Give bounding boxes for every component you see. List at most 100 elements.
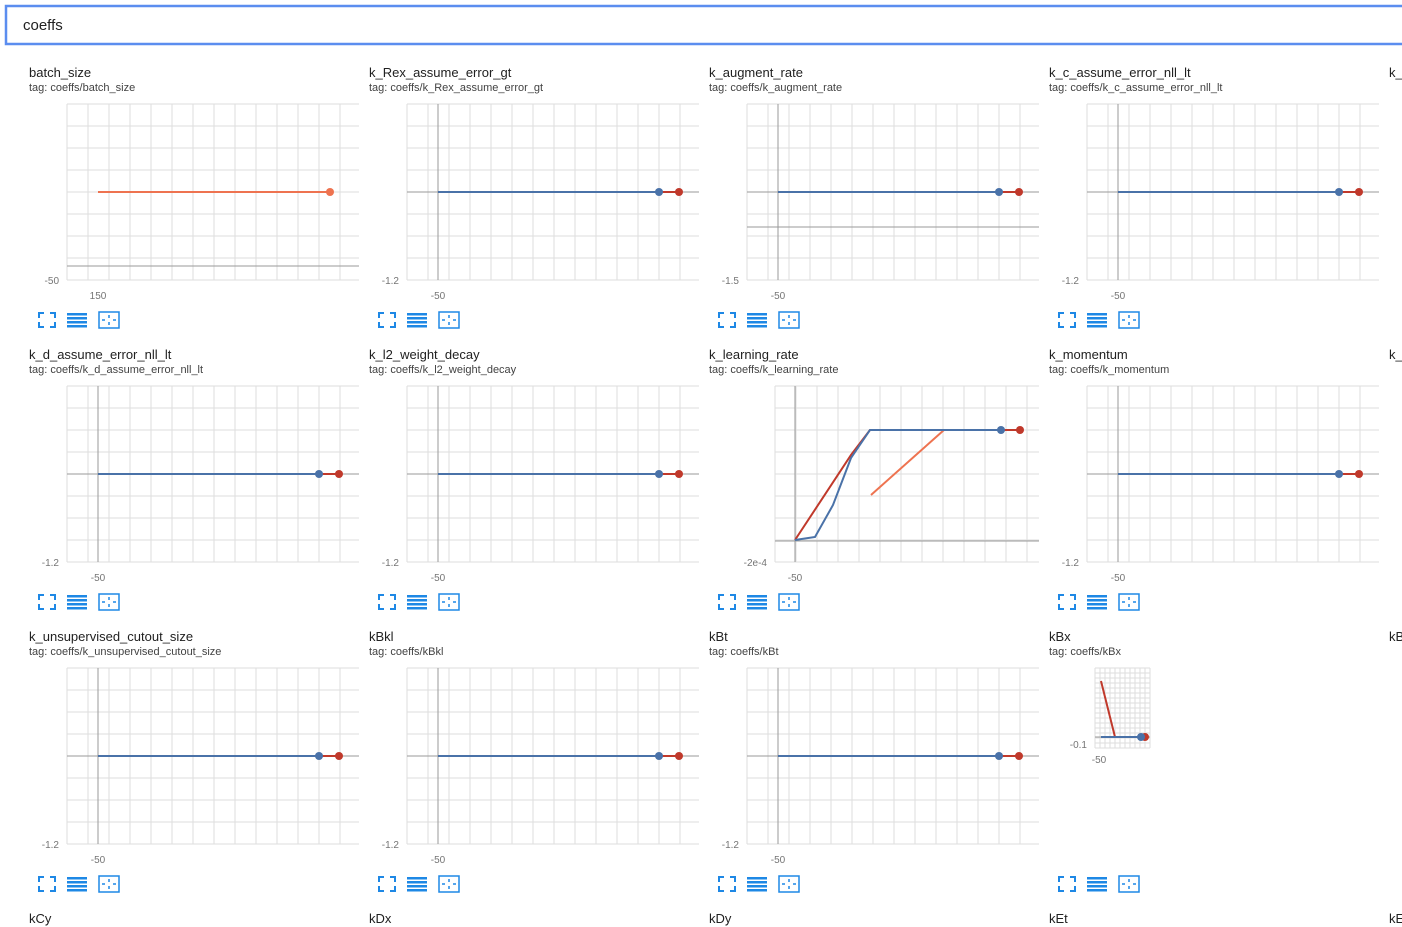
- icon: [747, 313, 767, 316]
- icon: [98, 311, 120, 329]
- fit-domain-button[interactable]: [98, 875, 120, 893]
- fit-domain-button[interactable]: [98, 311, 120, 329]
- search-box[interactable]: [4, 4, 1402, 46]
- card-tag: tag: coeffs/k_d_assume_error_nll_lt: [29, 364, 203, 376]
- x-tick-label: -50: [431, 573, 446, 584]
- series-line-dot: [315, 470, 323, 478]
- icon: [747, 877, 767, 880]
- icon: [778, 311, 800, 329]
- icon: [1087, 317, 1107, 320]
- y-tick-label: -1.2: [1062, 558, 1080, 569]
- fullscreen-button[interactable]: [1058, 312, 1076, 328]
- x-tick-label: -50: [1092, 755, 1107, 766]
- data-table-button[interactable]: [1087, 595, 1107, 610]
- fit-domain-button[interactable]: [438, 311, 460, 329]
- y-tick-label: -1.2: [42, 558, 60, 569]
- x-tick-label: -50: [1111, 291, 1126, 302]
- fit-domain-button[interactable]: [438, 875, 460, 893]
- card-title: k_l2_weight_decay: [369, 347, 480, 362]
- data-table-button[interactable]: [407, 877, 427, 892]
- x-tick-label: -50: [431, 855, 446, 866]
- icon: [442, 879, 456, 889]
- x-tick-label: 150: [90, 291, 107, 302]
- data-table-button[interactable]: [747, 877, 767, 892]
- fit-domain-button[interactable]: [1118, 593, 1140, 611]
- y-tick-label: -1.2: [382, 276, 400, 287]
- fit-domain-button[interactable]: [778, 593, 800, 611]
- fullscreen-button[interactable]: [718, 876, 736, 892]
- data-table-button[interactable]: [747, 313, 767, 328]
- search-query[interactable]: coeffs: [23, 17, 63, 34]
- x-tick-label: -50: [91, 855, 106, 866]
- fullscreen-button[interactable]: [38, 876, 56, 892]
- data-table-button[interactable]: [1087, 877, 1107, 892]
- data-table-button[interactable]: [407, 595, 427, 610]
- icon: [67, 889, 87, 892]
- series-line-dot: [326, 188, 334, 196]
- icon: [67, 885, 87, 888]
- icon: [438, 875, 460, 893]
- icon: [1087, 325, 1107, 328]
- fit-domain-button[interactable]: [438, 593, 460, 611]
- icon: [407, 313, 427, 316]
- fullscreen-button[interactable]: [378, 594, 396, 610]
- series-line-dot: [1355, 470, 1363, 478]
- data-table-button[interactable]: [1087, 313, 1107, 328]
- fullscreen-button[interactable]: [718, 594, 736, 610]
- icon: [378, 594, 396, 610]
- icon: [1087, 603, 1107, 606]
- card-tag: tag: coeffs/kBt: [709, 646, 779, 658]
- icon: [1087, 881, 1107, 884]
- y-tick-label: -50: [45, 276, 60, 287]
- y-tick-label: -1.5: [722, 276, 740, 287]
- fit-domain-button[interactable]: [1118, 311, 1140, 329]
- icon: [1058, 876, 1076, 892]
- series-line: [794, 429, 1001, 541]
- fullscreen-button[interactable]: [38, 312, 56, 328]
- data-table-button[interactable]: [407, 313, 427, 328]
- series-line-dot: [655, 470, 663, 478]
- icon: [1087, 599, 1107, 602]
- fullscreen-button[interactable]: [718, 312, 736, 328]
- icon: [407, 317, 427, 320]
- fullscreen-button[interactable]: [378, 876, 396, 892]
- card-title: k_learning_rate: [709, 347, 799, 362]
- series-line: [1100, 680, 1145, 738]
- card-tag: tag: coeffs/k_learning_rate: [709, 364, 838, 376]
- card-tag: tag: coeffs/k_augment_rate: [709, 82, 842, 94]
- card-title: kDy: [709, 911, 732, 926]
- fullscreen-button[interactable]: [378, 312, 396, 328]
- icon: [407, 595, 427, 598]
- icon: [747, 607, 767, 610]
- icon: [407, 599, 427, 602]
- card-tag: tag: coeffs/k_c_assume_error_nll_lt: [1049, 82, 1222, 94]
- icon: [407, 603, 427, 606]
- card-title: kEt: [1049, 911, 1068, 926]
- data-table-button[interactable]: [67, 877, 87, 892]
- icon: [442, 597, 456, 607]
- series-line-dot: [655, 752, 663, 760]
- icon: [778, 875, 800, 893]
- icon: [98, 875, 120, 893]
- icon: [102, 315, 116, 325]
- icon: [67, 325, 87, 328]
- card-title: k_Rex_assume_error_gt: [369, 65, 512, 80]
- fit-domain-button[interactable]: [98, 593, 120, 611]
- icon: [1058, 594, 1076, 610]
- fit-domain-button[interactable]: [778, 311, 800, 329]
- icon: [378, 876, 396, 892]
- x-tick-label: -50: [1111, 573, 1126, 584]
- fullscreen-button[interactable]: [1058, 594, 1076, 610]
- fullscreen-button[interactable]: [38, 594, 56, 610]
- fit-domain-button[interactable]: [778, 875, 800, 893]
- card-tag: tag: coeffs/kBkl: [369, 646, 443, 658]
- y-tick-label: -1.2: [382, 840, 400, 851]
- data-table-button[interactable]: [67, 313, 87, 328]
- data-table-button[interactable]: [67, 595, 87, 610]
- data-table-button[interactable]: [747, 595, 767, 610]
- fullscreen-button[interactable]: [1058, 876, 1076, 892]
- icon: [1058, 312, 1076, 328]
- card-tag: tag: coeffs/kBx: [1049, 646, 1121, 658]
- fit-domain-button[interactable]: [1118, 875, 1140, 893]
